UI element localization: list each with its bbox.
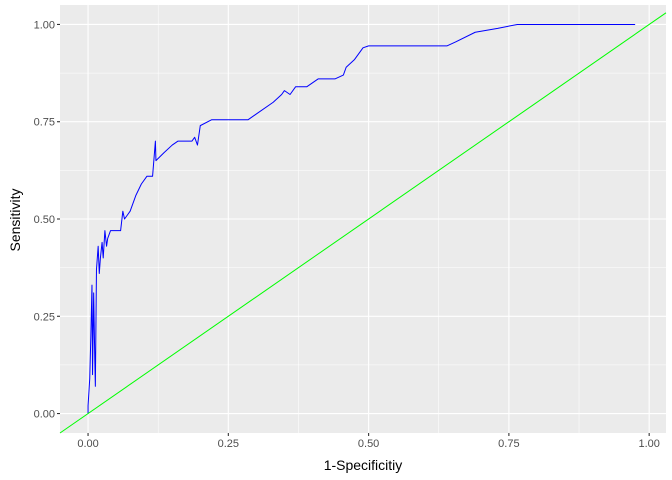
roc-curve-line	[87, 23, 636, 414]
x-tick-label: 0.25	[218, 438, 239, 450]
reference-diagonal-line	[59, 12, 667, 434]
y-tick-label: 0.25	[34, 311, 55, 323]
x-tick-label: 0.75	[498, 438, 519, 450]
y-tick-label: 0.50	[34, 214, 55, 226]
y-axis-ticks: 0.00 0.25 0.50 0.75 1.00	[34, 19, 60, 421]
x-tick-label: 1.00	[638, 438, 659, 450]
series-lines	[59, 12, 667, 434]
y-tick-label: 0.00	[34, 409, 55, 421]
y-tick-label: 1.00	[34, 19, 55, 31]
y-axis-title: Sensitivity	[7, 188, 23, 251]
y-tick-label: 0.75	[34, 117, 55, 129]
x-axis-ticks: 0.00 0.25 0.50 0.75 1.00	[77, 433, 660, 450]
x-tick-label: 0.00	[77, 438, 98, 450]
x-tick-label: 0.50	[358, 438, 379, 450]
x-axis-title: 1-Specificitiy	[324, 457, 403, 473]
